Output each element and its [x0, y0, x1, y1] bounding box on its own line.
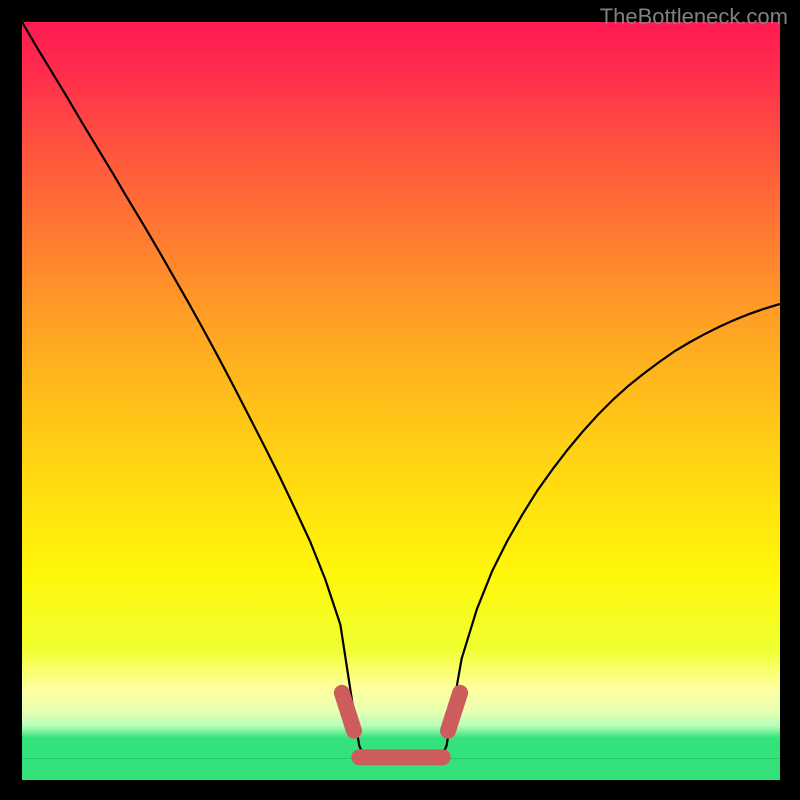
chart-svg: [22, 22, 780, 780]
stage: TheBottleneck.com: [0, 0, 800, 800]
watermark-text: TheBottleneck.com: [600, 4, 788, 30]
gradient-background: [22, 22, 780, 759]
plot-area: [22, 22, 780, 780]
